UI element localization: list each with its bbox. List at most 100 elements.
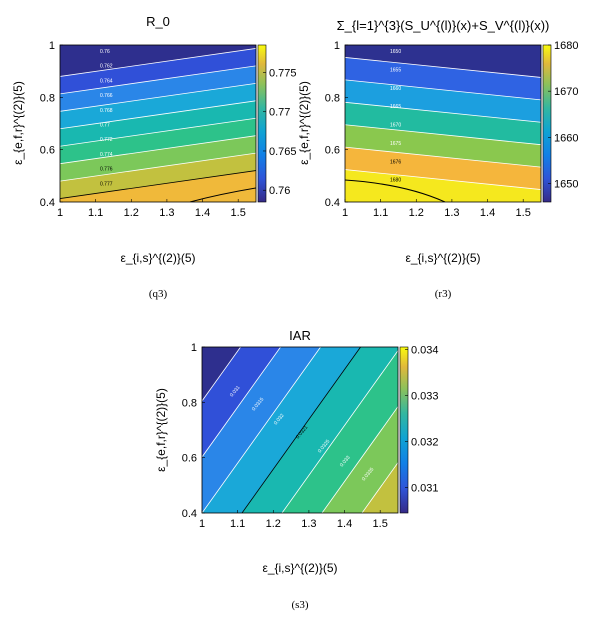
- chart-r3-x-tick-label: 1.1: [373, 207, 388, 219]
- chart-q3-band: [60, 48, 256, 96]
- chart-q3-contour-line: [60, 65, 256, 95]
- chart-s3-contour-line: [281, 349, 398, 513]
- chart-q3-colorbar-tick-label: 0.765: [269, 146, 297, 158]
- chart-q3-contour-label: 0.764: [100, 78, 113, 84]
- chart-q3-contour-line: [60, 152, 256, 182]
- chart-r3-contour-line: [345, 179, 446, 202]
- chart-q3-band: [60, 118, 256, 166]
- chart-q3-x-tick-label: 1.4: [195, 207, 210, 219]
- chart-s3-x-tick-label: 1.2: [266, 518, 281, 530]
- chart-q3-y-tick-label: 1: [49, 40, 55, 52]
- chart-r3-x-tick-label: 1.5: [516, 207, 531, 219]
- chart-q3-xlabel: ε_{i,s}^{(2)}(5): [120, 251, 195, 265]
- chart-q3-contour-label: 0.777: [100, 181, 113, 187]
- chart-s3-contour-line: [321, 405, 398, 513]
- chart-q3-plot-area: 0.76 0.762 0.764 0.766 0.768 0.77 0.772 0.774 0.…: [60, 45, 256, 202]
- chart-r3-band: [345, 45, 541, 80]
- chart-q3-colorbar: [257, 44, 267, 203]
- chart-s3-y-tick-label: 0.8: [182, 397, 197, 409]
- chart-q3-band: [60, 83, 256, 131]
- chart-q3-plot-frame: [59, 44, 257, 203]
- chart-q3-contour-label: 0.774: [100, 152, 113, 158]
- chart-r3-contour-line: [345, 169, 541, 190]
- chart-r3-colorbar: [542, 44, 552, 203]
- chart-q3-caption: (q3): [149, 288, 168, 300]
- chart-s3-title: IAR: [289, 328, 311, 343]
- chart-s3: IAR 0.0310.03150.0320.03210.03250.0330.0…: [154, 328, 439, 611]
- chart-q3-contour-line: [60, 48, 256, 77]
- chart-q3: R_0 0.760.7620.7640.7660.7680.770.7720.7…: [11, 14, 297, 300]
- chart-q3-x-tick-label: 1.1: [88, 207, 103, 219]
- chart-s3-band: [202, 347, 361, 513]
- chart-r3-band: [345, 169, 541, 202]
- chart-r3-band: [345, 102, 541, 147]
- chart-q3-contour-line: [60, 100, 256, 130]
- chart-r3-colorbar-tick-label: 1650: [554, 179, 578, 191]
- chart-q3-contour-line: [189, 187, 256, 202]
- chart-q3-colorbar-tick-label: 0.76: [269, 185, 290, 197]
- chart-r3-contour-label: 1650: [390, 49, 401, 55]
- chart-s3-xlabel: ε_{i,s}^{(2)}(5): [262, 561, 337, 575]
- chart-r3-contour-line: [345, 101, 541, 123]
- chart-r3-y-tick-label: 0.8: [325, 92, 340, 104]
- chart-s3-x-tick-label: 1.4: [337, 518, 352, 530]
- chart-q3-contour-label: 0.766: [100, 93, 113, 99]
- chart-r3-band: [345, 57, 541, 102]
- chart-s3-plot-frame: [201, 346, 399, 514]
- chart-r3-contour-label: 1680: [390, 178, 401, 184]
- chart-q3-title: R_0: [146, 14, 170, 29]
- chart-r3-y-tick-label: 1: [334, 40, 340, 52]
- chart-s3-colorbar-tick-label: 0.034: [411, 344, 439, 356]
- chart-s3-y-tick-label: 0.6: [182, 453, 197, 465]
- chart-r3-contour-label: 1670: [390, 123, 401, 129]
- chart-r3-x-tick-label: 1.4: [480, 207, 495, 219]
- chart-q3-band: [60, 101, 256, 148]
- chart-r3-contour-label: 1655: [390, 67, 401, 73]
- chart-q3-contour-line: [60, 135, 256, 165]
- chart-q3-y-tick-label: 0.6: [40, 145, 55, 157]
- chart-r3-colorbar-tick-label: 1670: [554, 86, 578, 98]
- chart-s3-ylabel: ε_{e,f,r}^{(2)}(5): [154, 388, 168, 472]
- chart-r3-band: [345, 147, 541, 192]
- chart-q3-x-tick-label: 1.2: [124, 207, 139, 219]
- chart-r3-contour-line: [345, 146, 541, 168]
- chart-s3-contour-line: [202, 347, 321, 513]
- chart-q3-contour-line: [60, 117, 256, 147]
- chart-s3-y-tick-label: 0.4: [182, 508, 197, 520]
- chart-r3: Σ_{l=1}^{3}(S_U^{(l)}(x)+S_V^{(l)}(x)) 1…: [297, 18, 578, 300]
- chart-r3-band: [345, 80, 541, 125]
- chart-r3-contour-line: [345, 124, 541, 146]
- chart-r3-contour-label: 1660: [390, 86, 401, 92]
- chart-q3-contour-line: [60, 82, 256, 112]
- chart-q3-x-tick-label: 1: [57, 207, 63, 219]
- chart-q3-ylabel: ε_{e,f,r}^{(2)}(5): [11, 81, 25, 165]
- chart-r3-contour-line: [345, 79, 541, 101]
- chart-s3-colorbar-tick-label: 0.032: [411, 437, 439, 449]
- chart-s3-contour-line: [361, 461, 398, 513]
- chart-q3-contour-label: 0.776: [100, 167, 113, 173]
- chart-q3-y-tick-label: 0.8: [40, 92, 55, 104]
- chart-r3-band: [345, 124, 541, 169]
- chart-q3-contour-label: 0.76: [100, 49, 110, 55]
- chart-s3-band: [242, 347, 398, 513]
- chart-r3-caption: (r3): [435, 288, 452, 300]
- chart-r3-contour-label: 1676: [390, 159, 401, 165]
- chart-r3-x-tick-label: 1.2: [409, 207, 424, 219]
- chart-r3-y-tick-label: 0.6: [325, 145, 340, 157]
- chart-r3-plot-area: 1650 1655 1660 1665 1670 1675 1676 1680: [345, 45, 541, 202]
- chart-q3-contour-label: 0.772: [100, 137, 113, 143]
- chart-s3-x-tick-label: 1.5: [373, 518, 388, 530]
- chart-q3-band: [60, 153, 256, 201]
- chart-r3-contour-line: [345, 57, 541, 78]
- chart-r3-colorbar-tick-label: 1680: [554, 40, 578, 52]
- chart-s3-x-tick-label: 1.1: [230, 518, 245, 530]
- chart-r3-ylabel: ε_{e,f,r}^{(2)}(5): [297, 81, 311, 165]
- chart-s3-colorbar-tick-label: 0.031: [411, 483, 439, 495]
- chart-r3-plot-frame: [344, 44, 542, 203]
- chart-s3-caption: (s3): [291, 599, 308, 611]
- chart-s3-x-tick-label: 1.3: [301, 518, 316, 530]
- chart-r3-title: Σ_{l=1}^{3}(S_U^{(l)}(x)+S_V^{(l)}(x)): [337, 18, 550, 33]
- chart-s3-y-tick-label: 1: [191, 342, 197, 354]
